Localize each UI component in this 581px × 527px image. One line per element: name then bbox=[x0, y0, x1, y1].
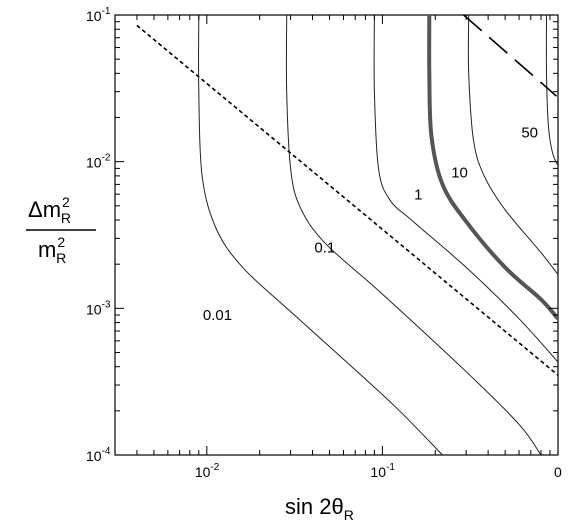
series-line-dotted-6 bbox=[136, 24, 559, 376]
y-label-den-sup: 2 bbox=[57, 234, 65, 250]
x-tick-label: 0 bbox=[554, 464, 562, 480]
x-axis-label: sin 2θR bbox=[285, 494, 354, 523]
x-tick-label: 10-2 bbox=[195, 462, 220, 480]
curves-layer bbox=[136, 14, 560, 456]
y-label-den-main: m bbox=[38, 237, 56, 262]
svg-text:m2R: m2 R bbox=[38, 234, 66, 266]
y-tick-label: 10-4 bbox=[86, 446, 111, 464]
series-line-50 bbox=[545, 14, 559, 166]
curve-label: 50 bbox=[521, 125, 538, 142]
series-line-thin-4 bbox=[467, 14, 559, 275]
y-label-num-main: Δm bbox=[28, 197, 61, 222]
curve-label: 10 bbox=[451, 164, 468, 181]
y-label-num-sup: 2 bbox=[62, 194, 70, 210]
x-axis-label-main: sin 2θ bbox=[285, 494, 344, 519]
y-label-den-sub: R bbox=[56, 250, 66, 266]
plot-frame bbox=[114, 14, 559, 456]
y-tick-label: 10-3 bbox=[86, 299, 111, 317]
y-label-num-sub: R bbox=[61, 210, 71, 226]
x-tick-label: 10-1 bbox=[370, 462, 395, 480]
y-tick-label: 10-2 bbox=[86, 153, 111, 171]
y-axis-label: Δm2 R m2 R bbox=[26, 194, 96, 266]
curve-label: 1 bbox=[414, 187, 422, 204]
series-line-10 bbox=[427, 14, 560, 321]
series-line-0_1 bbox=[285, 14, 542, 456]
curve-labels-layer: 0.01 0.1 1 10 50 bbox=[203, 125, 538, 325]
ticks-layer: 10-2 10-1 0 10-4 10-3 10-2 10-1 bbox=[86, 6, 562, 480]
series-line-dashed-7 bbox=[463, 14, 558, 97]
series-line-1 bbox=[373, 14, 559, 363]
curve-label: 0.01 bbox=[203, 307, 232, 324]
y-tick-label: 10-1 bbox=[86, 6, 111, 24]
curve-label: 0.1 bbox=[314, 240, 335, 257]
x-axis-label-sub: R bbox=[344, 507, 354, 523]
series-line-0_01 bbox=[198, 14, 443, 456]
